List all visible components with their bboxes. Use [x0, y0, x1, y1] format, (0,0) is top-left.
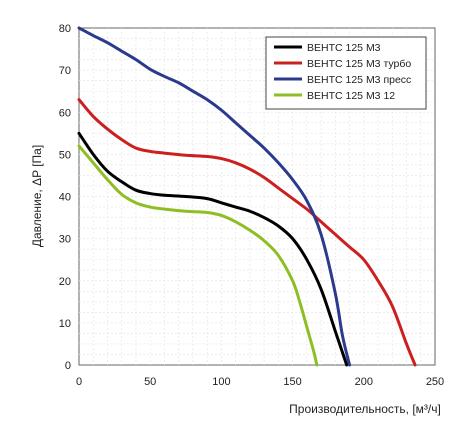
y-tick-label: 10: [59, 318, 71, 330]
y-tick-label: 80: [59, 23, 71, 35]
legend-box: [265, 36, 427, 110]
series-lines: [77, 26, 417, 367]
x-tick-label: 150: [283, 376, 301, 388]
y-tick-label: 40: [59, 192, 71, 204]
x-tick-label: 0: [76, 376, 82, 388]
legend-label-3: ВЕНТС 125 М3 12: [307, 90, 395, 102]
legend-label-0: ВЕНТС 125 М3: [307, 42, 381, 54]
x-ticks: 0 50 100 150 200 250: [76, 376, 444, 388]
x-tick-label: 200: [355, 376, 373, 388]
y-tick-label: 0: [65, 360, 71, 372]
y-tick-label: 60: [59, 107, 71, 119]
legend: ВЕНТС 125 М3 ВЕНТС 125 М3 турбо ВЕНТС 125 …: [265, 36, 427, 110]
series-line-1: [77, 98, 417, 367]
x-axis-label: Производительность, [м³/ч]: [289, 402, 441, 416]
legend-label-2: ВЕНТС 125 М3 пресс: [307, 74, 411, 86]
y-tick-label: 30: [59, 234, 71, 246]
y-axis-label: Давление, ΔP [Па]: [30, 145, 44, 247]
x-tick-label: 250: [426, 376, 444, 388]
x-tick-label: 100: [212, 376, 230, 388]
series-line-2: [77, 26, 352, 367]
series-line-3: [77, 144, 319, 367]
y-tick-label: 70: [59, 65, 71, 77]
legend-label-1: ВЕНТС 125 М3 турбо: [307, 58, 411, 70]
y-tick-label: 20: [59, 276, 71, 288]
series-line-0: [77, 131, 349, 367]
y-tick-label: 50: [59, 149, 71, 161]
y-ticks: 0 10 20 30 40 50 60 70 80: [59, 23, 71, 372]
x-tick-label: 50: [144, 376, 156, 388]
